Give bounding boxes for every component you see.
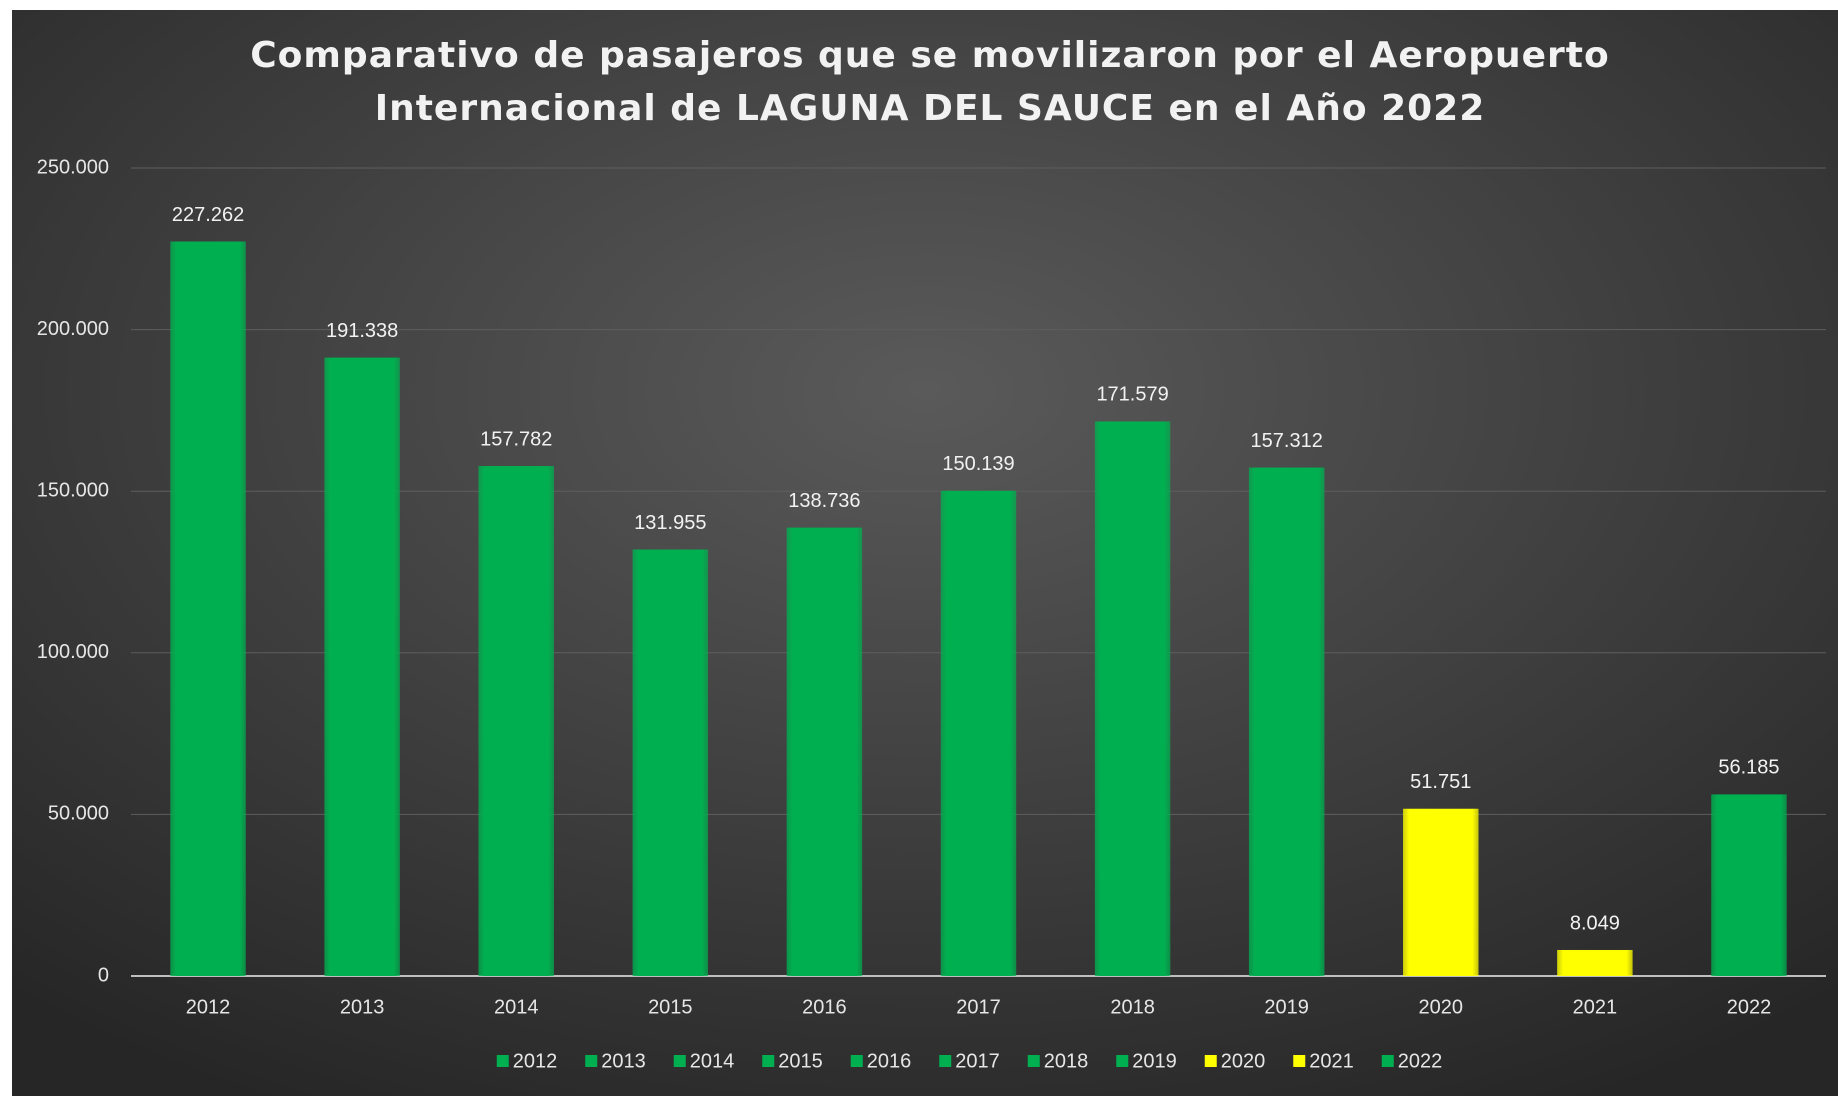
- legend-swatch: [496, 1055, 509, 1067]
- legend-swatch: [850, 1055, 863, 1067]
- y-tick-label: 250.000: [37, 156, 109, 178]
- bar: [632, 549, 709, 976]
- x-tick-label: 2021: [1573, 996, 1618, 1018]
- data-label: 157.782: [480, 428, 552, 450]
- legend-label: 2021: [1309, 1050, 1354, 1072]
- bar: [1403, 808, 1479, 976]
- data-label: 191.338: [326, 320, 398, 342]
- legend-swatch: [1381, 1055, 1394, 1067]
- legend-label: 2020: [1221, 1050, 1266, 1072]
- x-tick-label: 2014: [494, 996, 539, 1018]
- legend-label: 2015: [778, 1050, 823, 1072]
- x-tick-label: 2012: [186, 996, 231, 1018]
- x-tick-label: 2018: [1110, 996, 1155, 1018]
- x-tick-label: 2016: [802, 996, 847, 1018]
- bar: [170, 241, 246, 977]
- y-tick-label: 0: [98, 964, 109, 986]
- legend-label: 2022: [1398, 1050, 1443, 1072]
- legend-swatch: [939, 1055, 952, 1067]
- legend-swatch: [1116, 1055, 1129, 1067]
- legend-label: 2018: [1044, 1050, 1089, 1072]
- x-tick-label: 2015: [648, 996, 693, 1018]
- data-label: 56.185: [1718, 757, 1779, 779]
- y-tick-label: 150.000: [37, 479, 109, 501]
- bar: [324, 357, 400, 976]
- legend-swatch: [585, 1055, 598, 1067]
- y-tick-label: 100.000: [37, 641, 109, 663]
- bar: [1711, 794, 1787, 976]
- bar: [478, 466, 554, 976]
- data-label: 138.736: [788, 490, 860, 512]
- y-tick-label: 200.000: [37, 318, 109, 340]
- y-tick-label: 50.000: [48, 803, 109, 825]
- bar: [1248, 467, 1325, 976]
- x-tick-label: 2019: [1264, 996, 1309, 1018]
- legend-label: 2014: [690, 1050, 735, 1072]
- data-label: 51.751: [1410, 771, 1471, 793]
- legend-label: 2013: [601, 1050, 646, 1072]
- x-tick-label: 2020: [1419, 996, 1464, 1018]
- legend-label: 2016: [867, 1050, 912, 1072]
- legend-swatch: [1027, 1055, 1040, 1067]
- data-label: 131.955: [634, 512, 706, 534]
- legend-swatch: [762, 1055, 775, 1067]
- data-label: 227.262: [172, 204, 244, 226]
- bar: [1094, 421, 1171, 976]
- legend-label: 2019: [1132, 1050, 1177, 1072]
- data-label: 8.049: [1570, 912, 1620, 934]
- bar: [786, 527, 863, 976]
- chart-background: [12, 10, 1838, 1096]
- chart-title: Internacional de LAGUNA DEL SAUCE en el …: [375, 88, 1486, 129]
- legend-swatch: [673, 1055, 686, 1067]
- legend-label: 2012: [513, 1050, 558, 1072]
- legend-swatch: [1204, 1055, 1217, 1067]
- data-label: 150.139: [942, 453, 1014, 475]
- bar: [940, 490, 1017, 976]
- x-tick-label: 2022: [1727, 996, 1772, 1018]
- legend-label: 2017: [955, 1050, 1000, 1072]
- data-label: 157.312: [1251, 430, 1323, 452]
- legend-swatch: [1293, 1055, 1306, 1067]
- data-label: 171.579: [1096, 384, 1168, 406]
- chart-title: Comparativo de pasajeros que se moviliza…: [250, 35, 1609, 76]
- bar: [1557, 949, 1633, 976]
- x-tick-label: 2013: [340, 996, 385, 1018]
- x-tick-label: 2017: [956, 996, 1001, 1018]
